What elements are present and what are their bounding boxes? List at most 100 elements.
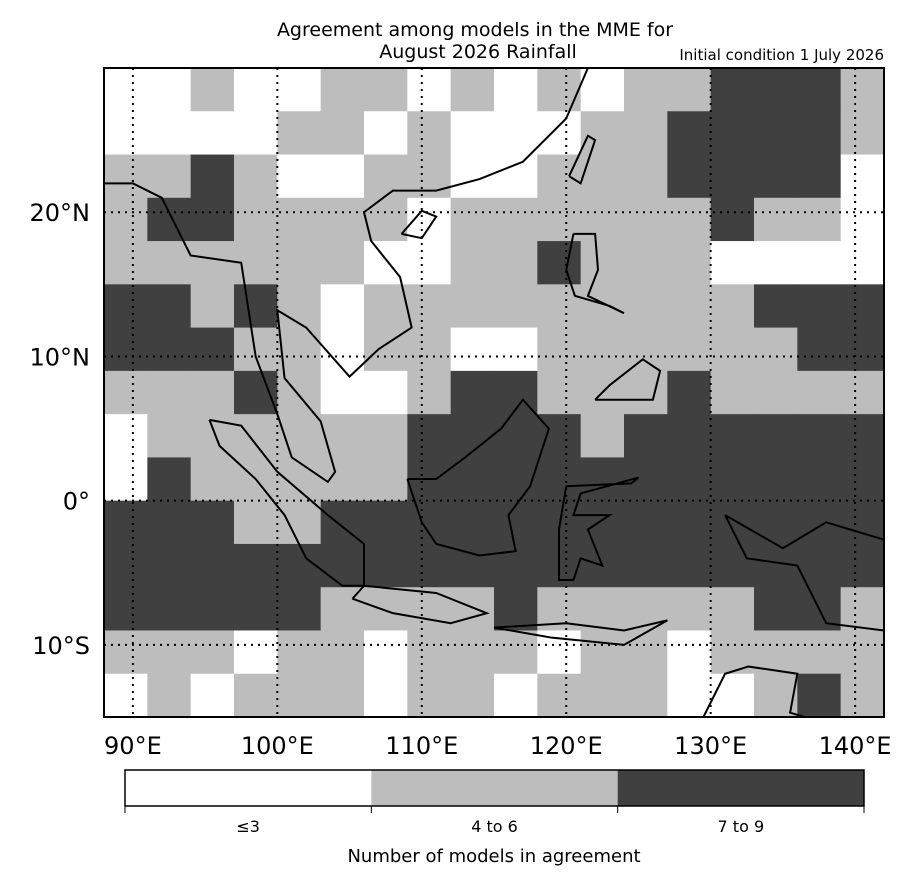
agreement-cell [320, 370, 365, 415]
agreement-cell [147, 327, 192, 372]
agreement-cell [494, 414, 538, 458]
agreement-cell [624, 630, 668, 675]
agreement-cell [580, 414, 625, 458]
coastline [702, 665, 805, 717]
agreement-cell [277, 111, 322, 156]
agreement-cell [320, 154, 365, 199]
agreement-cell [364, 587, 408, 631]
agreement-cell [537, 154, 582, 199]
agreement-cell [494, 457, 538, 502]
legend-label: 4 to 6 [471, 817, 518, 836]
agreement-cell [277, 68, 322, 112]
agreement-cell [840, 327, 884, 372]
agreement-cell [797, 457, 842, 502]
agreement-cell [840, 630, 884, 675]
agreement-cell [710, 630, 755, 675]
y-tick-label: 0° [63, 488, 90, 516]
agreement-cell [537, 68, 582, 112]
agreement-cell [234, 587, 278, 631]
agreement-cell [320, 197, 365, 242]
agreement-cell [234, 327, 278, 372]
agreement-cell [624, 197, 668, 242]
coastline [594, 358, 662, 401]
agreement-cell [364, 500, 408, 545]
y-tick-label: 10°S [32, 632, 90, 660]
agreement-cell [494, 673, 538, 717]
agreement-cell [234, 543, 278, 588]
agreement-cell [234, 673, 278, 717]
agreement-cell [320, 500, 365, 545]
colorbar: ≤3 4 to 6 7 to 9 [124, 769, 865, 836]
agreement-cell [710, 284, 755, 329]
agreement-cell [754, 587, 798, 631]
agreement-cell [190, 673, 235, 717]
agreement-cell [450, 500, 495, 545]
agreement-cell [190, 327, 235, 372]
agreement-cell [364, 630, 408, 675]
coastline [406, 398, 551, 557]
agreement-cell [364, 457, 408, 502]
agreement-cell [147, 370, 192, 415]
agreement-cell [190, 500, 235, 545]
agreement-cell [450, 284, 495, 329]
agreement-cell [754, 197, 798, 242]
x-tick-label: 140°E [819, 732, 892, 760]
agreement-cell [710, 111, 755, 156]
agreement-cell [667, 414, 712, 458]
agreement-cell [147, 500, 192, 545]
legend-label: ≤3 [236, 817, 260, 836]
agreement-cell [624, 673, 668, 717]
agreement-cell [277, 500, 322, 545]
agreement-cell [407, 500, 452, 545]
agreement-cell [580, 68, 625, 112]
map-title: Agreement among models in the MME for [277, 19, 673, 41]
agreement-cell [364, 154, 408, 199]
agreement-cell [407, 673, 452, 717]
agreement-cell [667, 327, 712, 372]
coastline [351, 584, 490, 625]
agreement-cell [710, 414, 755, 458]
agreement-cell [450, 197, 495, 242]
agreement-cell [494, 197, 538, 242]
agreement-cell [320, 327, 365, 372]
agreement-cell [320, 543, 365, 588]
agreement-cell [147, 68, 192, 112]
agreement-cell [754, 543, 798, 588]
agreement-cell [754, 68, 798, 112]
agreement-cell [710, 543, 755, 588]
agreement-cell [104, 414, 148, 458]
agreement-cell [450, 111, 495, 156]
agreement-cell [364, 370, 408, 415]
agreement-cell [580, 284, 625, 329]
agreement-cell [667, 197, 712, 242]
agreement-cell [797, 197, 842, 242]
agreement-cell [754, 327, 798, 372]
agreement-cell [624, 241, 668, 285]
agreement-cell [320, 630, 365, 675]
agreement-cell [494, 500, 538, 545]
agreement-cell [754, 370, 798, 415]
agreement-cell [190, 370, 235, 415]
agreement-cell [320, 457, 365, 502]
agreement-cell [450, 543, 495, 588]
agreement-cell [580, 673, 625, 717]
agreement-cell [147, 414, 192, 458]
agreement-cell [450, 327, 495, 372]
agreement-cell [320, 284, 365, 329]
agreement-cell [710, 587, 755, 631]
agreement-cell [450, 241, 495, 285]
agreement-cell [710, 154, 755, 199]
agreement-cell [580, 111, 625, 156]
agreement-cell [667, 457, 712, 502]
coastline [558, 476, 640, 581]
agreement-cell [580, 457, 625, 502]
agreement-cell [797, 241, 842, 285]
agreement-cell [840, 197, 884, 242]
agreement-cell [494, 327, 538, 372]
agreement-cell [754, 457, 798, 502]
agreement-cell [450, 457, 495, 502]
coastline [400, 209, 438, 240]
agreement-cell [797, 154, 842, 199]
legend-swatch [125, 770, 372, 806]
agreement-cell [104, 630, 148, 675]
